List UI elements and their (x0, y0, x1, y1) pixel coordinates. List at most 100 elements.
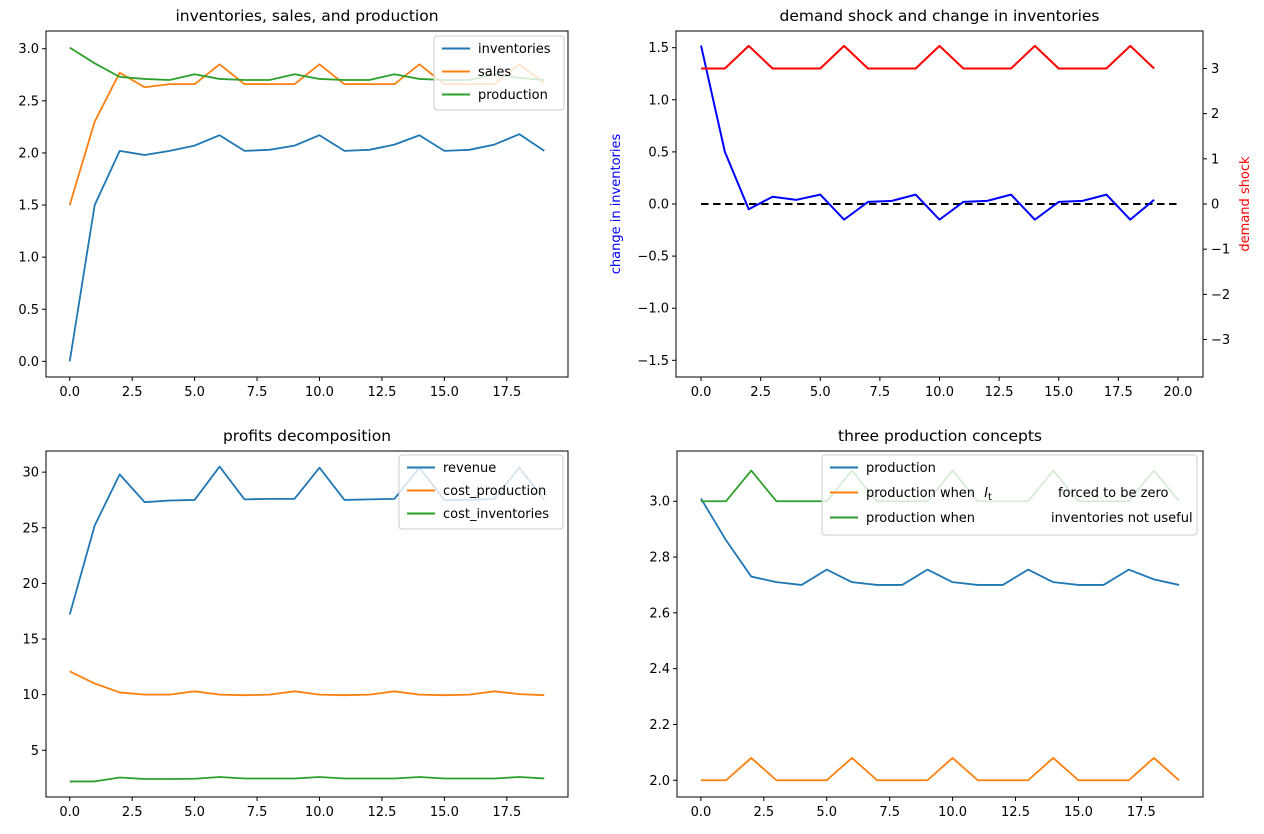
y-tick-label: 5 (31, 744, 39, 759)
x-tick-label: 2.5 (750, 385, 771, 400)
legend-entry-label: cost_production (443, 484, 546, 499)
panel-inventories-sales-production: 0.0 2.5 5.0 7.5 10.0 12.5 15.0 17.5 0.0 0.5 1.0 1.5… (18, 7, 569, 400)
y-tick-label: 0.5 (18, 303, 39, 318)
x-tick-label: 10.0 (938, 805, 967, 820)
y-tick-label: −1.5 (637, 354, 669, 369)
y-tick-right-label: 2 (1211, 107, 1219, 122)
x-tick-label: 2.5 (122, 385, 143, 400)
y-tick-right-label: −1 (1211, 243, 1230, 258)
series-cost-inventories (69, 776, 545, 783)
panel-title: profits decomposition (223, 427, 391, 445)
panel-profits-decomposition: 0.0 2.5 5.0 7.5 10.0 12.5 15.0 17.5 5 10 15 20 25 30 p… (22, 427, 569, 820)
series-inventories (68, 133, 545, 362)
x-tick-label: 17.5 (1127, 805, 1156, 820)
series-production-when-i-t-forced-to-be-zero (700, 757, 1180, 782)
axes-frame (45, 450, 569, 798)
x-tick-label: 0.0 (59, 805, 80, 820)
legend-entry-label: production when It forced to be zero (866, 486, 1169, 503)
axes-frame (45, 30, 569, 378)
y-tick-label: 2.6 (649, 606, 670, 621)
x-tick-label: 10.0 (305, 805, 334, 820)
panel-title: inventories, sales, and production (175, 7, 438, 25)
y-tick-label: 3.0 (649, 495, 670, 510)
x-tick-label: 15.0 (1044, 385, 1073, 400)
x-tick-label: 12.5 (985, 385, 1014, 400)
legend-entry-label: cost_inventories (443, 507, 549, 522)
y-tick-label: 1.0 (18, 251, 39, 266)
ylabel-right: demand shock (1238, 156, 1253, 252)
x-tick-label: 0.0 (691, 805, 712, 820)
x-tick-label: 7.5 (247, 385, 268, 400)
x-tick-label: 17.5 (492, 385, 521, 400)
y-tick-label: 3.0 (18, 42, 39, 57)
ylabel-left: change in inventories (609, 134, 624, 275)
legend-entry-label: production when inventories not useful (866, 511, 1193, 526)
legend-entry-label: inventories (478, 42, 551, 57)
panel-title: demand shock and change in inventories (780, 7, 1100, 25)
x-tick-label: 10.0 (305, 385, 334, 400)
x-tick-label: 12.5 (1001, 805, 1030, 820)
x-tick-label: 2.5 (122, 805, 143, 820)
x-tick-label: 20.0 (1163, 385, 1192, 400)
y-tick-label: 0.0 (648, 198, 669, 213)
legend-frame (433, 35, 565, 111)
x-tick-label: 5.0 (184, 385, 205, 400)
y-tick-label: 2.4 (649, 662, 670, 677)
panel-title: three production concepts (838, 427, 1042, 445)
y-tick-label: 20 (22, 577, 39, 592)
y-tick-label: 0.0 (18, 355, 39, 370)
x-tick-label: 5.0 (184, 805, 205, 820)
y-tick-right-label: −3 (1211, 333, 1230, 348)
panel-three-production-concepts: 0.0 2.5 5.0 7.5 10.0 12.5 15.0 17.5 2.0 2.2 2.4 2.6… (649, 427, 1204, 820)
x-tick-label: 15.0 (1064, 805, 1093, 820)
y-tick-label: 25 (22, 521, 39, 536)
x-tick-label: 12.5 (367, 805, 396, 820)
x-tick-label: 17.5 (492, 805, 521, 820)
y-tick-right-label: 1 (1211, 152, 1219, 167)
x-tick-label: 2.5 (753, 805, 774, 820)
y-tick-right-label: 3 (1211, 62, 1219, 77)
x-tick-label: 0.0 (691, 385, 712, 400)
legend-entry-label: production (478, 88, 548, 103)
legend-entry-label: revenue (443, 461, 496, 476)
x-tick-label: 7.5 (879, 805, 900, 820)
legend-inventories-sales-production: inventories sales production (433, 35, 565, 111)
series-cost-production (69, 670, 545, 697)
x-tick-label: 7.5 (870, 385, 891, 400)
x-tick-label: 17.5 (1104, 385, 1133, 400)
y-tick-right-label: −2 (1211, 288, 1230, 303)
legend-entry-label: sales (478, 65, 511, 80)
x-tick-label: 5.0 (816, 805, 837, 820)
legend-frame (398, 454, 564, 530)
x-tick-label: 15.0 (430, 805, 459, 820)
x-tick-label: 0.0 (59, 385, 80, 400)
legend-profits-decomposition: revenue cost_production cost_inventories (398, 454, 564, 530)
series-demand-shock (701, 44, 1155, 70)
y-tick-label: 15 (22, 633, 39, 648)
legend-entry-label: production (866, 461, 936, 476)
y-tick-label: 0.5 (648, 145, 669, 160)
y-tick-label: 1.0 (648, 93, 669, 108)
y-tick-label: −0.5 (637, 250, 669, 265)
y-tick-label: 2.2 (649, 718, 670, 733)
x-tick-label: 10.0 (925, 385, 954, 400)
y-tick-label: −1.0 (637, 302, 669, 317)
series-change-in-inventories (700, 45, 1155, 221)
series-production (700, 497, 1180, 586)
panel-demand-shock-change-in-inventories: 0.0 2.5 5.0 7.5 10.0 12.5 15.0 17.5 20.0−1.5−1.0… (609, 7, 1253, 400)
y-tick-label: 2.0 (18, 146, 39, 161)
y-tick-label: 10 (22, 688, 39, 703)
y-tick-label: 30 (22, 466, 39, 481)
axes-frame (676, 450, 1204, 798)
y-tick-label: 2.5 (18, 94, 39, 109)
x-tick-label: 15.0 (430, 385, 459, 400)
x-tick-label: 5.0 (810, 385, 831, 400)
legend-frame (821, 454, 1198, 536)
x-tick-label: 7.5 (247, 805, 268, 820)
y-tick-label: 1.5 (648, 41, 669, 56)
x-tick-label: 12.5 (367, 385, 396, 400)
y-tick-right-label: 0 (1211, 198, 1219, 213)
